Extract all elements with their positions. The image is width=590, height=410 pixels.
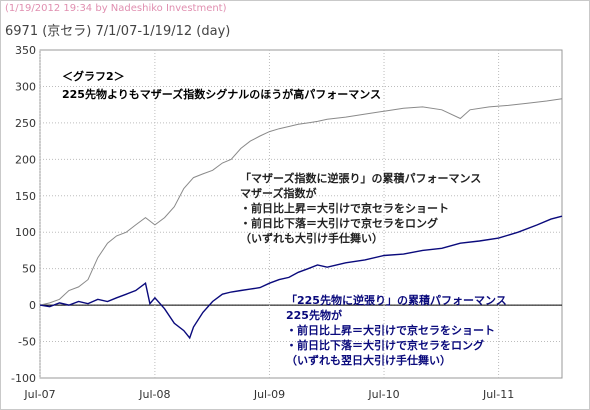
heading-annotation-line: ＜グラフ2＞ [62,69,125,83]
y-tick-label: 200 [15,153,36,166]
y-tick-label: -50 [18,336,36,349]
y-tick-label: 250 [15,117,36,130]
x-tick-label: Jul-10 [367,388,399,401]
mothers-note-line: ・前日比下落＝大引けで京セラをロング [240,216,438,230]
mothers-note-line: マザーズ指数が [240,186,316,200]
mothers-note-line: （いずれも大引け手仕舞い） [240,231,383,245]
plot-area [39,49,563,379]
series-line-futures [39,215,563,340]
series-line-mothers [39,98,563,306]
heading-annotation-line: 225先物よりもマザーズ指数シグナルのほうが高パフォーマンス [62,87,381,101]
futures-note-line: 「225先物に逆張り」の累積パフォーマンス [286,293,507,307]
mothers-note-line: ・前日比上昇＝大引けで京セラをショート [240,201,449,215]
y-tick-label: 100 [15,226,36,239]
chart-meta-caption: (1/19/2012 19:34 by Nadeshiko Investment… [5,3,227,14]
x-tick-label: Jul-07 [23,388,55,401]
x-tick-label: Jul-11 [482,388,514,401]
x-tick-label: Jul-08 [138,388,170,401]
y-tick-label: 300 [15,80,36,93]
y-tick-label: 0 [29,299,36,312]
mothers-note-line: 「マザーズ指数に逆張り」の累積パフォーマンス [240,171,481,185]
chart-title: 6971 (京セラ) 7/1/07-1/19/12 (day) [5,24,231,39]
x-tick-label: Jul-09 [253,388,285,401]
y-tick-label: -100 [11,372,36,385]
y-tick-label: 50 [22,263,36,276]
y-tick-label: 350 [15,44,36,57]
y-tick-label: 150 [15,190,36,203]
futures-note-line: （いずれも翌日大引け手仕舞い） [286,353,451,367]
futures-note-line: 225先物が [286,308,342,322]
futures-note-line: ・前日比下落＝大引けで京セラをロング [286,338,484,352]
futures-note-line: ・前日比上昇＝大引けで京セラをショート [286,323,495,337]
